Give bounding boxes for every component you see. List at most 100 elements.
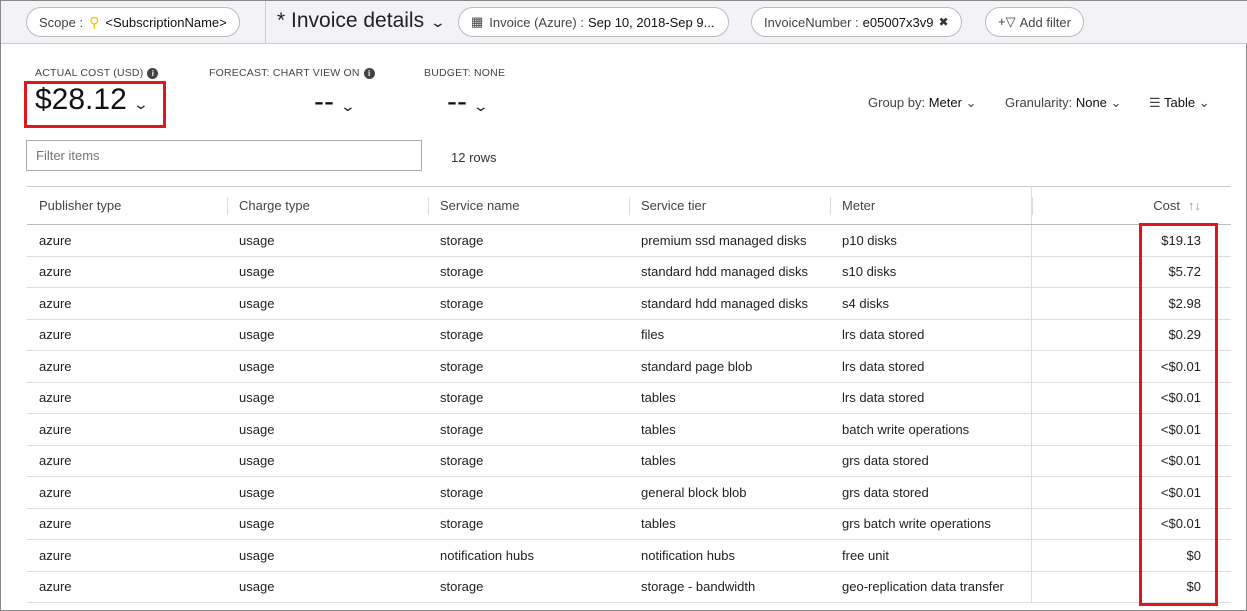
- table-cell: storage: [428, 350, 629, 383]
- chevron-down-icon: ⌄: [132, 96, 149, 112]
- column-header-service-tier[interactable]: Service tier: [629, 186, 830, 225]
- table-row[interactable]: azure usage storage tables grs batch write o…: [27, 508, 1231, 540]
- table-cell: storage: [428, 287, 629, 320]
- cost-table: Publisher type Charge type Service name Ser…: [27, 186, 1231, 603]
- table-row[interactable]: azure usage storage tables batch write opera…: [27, 413, 1231, 446]
- table-cell: <$0.01: [1030, 382, 1231, 414]
- table-row[interactable]: azure usage storage premium ssd managed dis…: [27, 224, 1231, 257]
- table-cell: notification hubs: [629, 539, 830, 572]
- chevron-down-icon: ⌄: [339, 98, 357, 114]
- table-cell: azure: [27, 224, 227, 257]
- table-cell: p10 disks: [830, 224, 1031, 257]
- table-cell: standard page blob: [629, 350, 830, 383]
- table-cell: storage: [428, 571, 629, 603]
- table-cell: azure: [27, 445, 227, 477]
- table-cell: $2.98: [1030, 287, 1231, 320]
- table-cell: batch write operations: [830, 413, 1031, 446]
- forecast-value[interactable]: -- ⌄: [314, 85, 357, 118]
- table-cell: usage: [227, 287, 428, 320]
- table-row[interactable]: azure usage storage files lrs data stored $0.…: [27, 319, 1231, 351]
- chevron-down-icon: ⌄: [965, 95, 977, 110]
- column-header-charge-type[interactable]: Charge type: [227, 186, 428, 225]
- table-cell: storage - bandwidth: [629, 571, 830, 603]
- table-cell: grs batch write operations: [830, 508, 1031, 540]
- column-header-service-name[interactable]: Service name: [428, 186, 629, 225]
- table-cell: notification hubs: [428, 539, 629, 572]
- table-cell: azure: [27, 350, 227, 383]
- sort-icon[interactable]: ↑↓: [1188, 198, 1201, 213]
- table-row[interactable]: azure usage storage tables grs data stored <$…: [27, 445, 1231, 477]
- table-cell: standard hdd managed disks: [629, 256, 830, 288]
- column-header-publisher-type[interactable]: Publisher type: [27, 186, 227, 225]
- table-cell: <$0.01: [1030, 413, 1231, 446]
- table-row[interactable]: azure usage storage tables lrs data stored <$…: [27, 382, 1231, 414]
- view-type-dropdown[interactable]: ☰ Table ⌄: [1149, 95, 1210, 110]
- column-header-cost[interactable]: Cost ↑↓: [1030, 186, 1231, 225]
- table-cell: azure: [27, 476, 227, 509]
- table-cell: tables: [629, 413, 830, 446]
- remove-filter-icon[interactable]: ✖: [938, 15, 949, 29]
- filter-value: e05007x3v9: [862, 14, 934, 30]
- add-filter-button[interactable]: +▽ Add filter: [985, 7, 1084, 37]
- table-icon: ☰: [1149, 95, 1161, 110]
- table-cell: standard hdd managed disks: [629, 287, 830, 320]
- table-cell: storage: [428, 413, 629, 446]
- table-cell: <$0.01: [1030, 445, 1231, 477]
- table-cell: storage: [428, 476, 629, 509]
- table-cell: tables: [629, 508, 830, 540]
- date-pill[interactable]: ▦ Invoice (Azure) : Sep 10, 2018-Sep 9..…: [458, 7, 729, 37]
- invoice-filter-pill[interactable]: InvoiceNumber : e05007x3v9 ✖: [751, 7, 962, 37]
- group-by-dropdown[interactable]: Group by: Meter ⌄: [868, 95, 977, 110]
- table-row[interactable]: azure usage storage standard page blob lrs d…: [27, 350, 1231, 383]
- table-cell: tables: [629, 382, 830, 414]
- table-cell: grs data stored: [830, 476, 1031, 509]
- date-value: Sep 10, 2018-Sep 9...: [587, 14, 715, 30]
- table-cell: lrs data stored: [830, 350, 1031, 383]
- divider: [265, 1, 266, 44]
- table-cell: usage: [227, 539, 428, 572]
- date-label: Invoice (Azure) :: [489, 14, 584, 30]
- filter-label: InvoiceNumber :: [764, 14, 859, 30]
- scope-label: Scope :: [39, 14, 84, 30]
- view-selector[interactable]: * Invoice details ⌄: [277, 9, 447, 33]
- info-icon[interactable]: i: [363, 67, 375, 79]
- table-cell: usage: [227, 445, 428, 477]
- table-cell: storage: [428, 319, 629, 351]
- granularity-dropdown[interactable]: Granularity: None ⌄: [1005, 95, 1122, 110]
- budget-value[interactable]: -- ⌄: [447, 85, 490, 118]
- table-row[interactable]: azure usage storage standard hdd managed di…: [27, 256, 1231, 288]
- scope-pill[interactable]: Scope : ⚲ <SubscriptionName>: [26, 7, 240, 37]
- view-title: * Invoice details: [277, 9, 425, 32]
- table-cell: azure: [27, 508, 227, 540]
- table-cell: usage: [227, 413, 428, 446]
- table-cell: geo-replication data transfer: [830, 571, 1031, 603]
- table-cell: usage: [227, 319, 428, 351]
- table-row[interactable]: azure usage storage standard hdd managed di…: [27, 287, 1231, 320]
- table-cell: lrs data stored: [830, 382, 1031, 414]
- add-filter-icon: +▽: [998, 14, 1016, 29]
- table-cell: usage: [227, 256, 428, 288]
- table-row[interactable]: azure usage storage general block blob grs d…: [27, 476, 1231, 509]
- info-icon[interactable]: i: [147, 67, 159, 79]
- kpi-budget-label: BUDGET: NONE: [424, 67, 506, 79]
- table-cell: azure: [27, 571, 227, 603]
- table-cell: s4 disks: [830, 287, 1031, 320]
- kpi-forecast-label: FORECAST: CHART VIEW ON i: [209, 67, 375, 79]
- table-cell: <$0.01: [1030, 508, 1231, 540]
- table-cell: storage: [428, 256, 629, 288]
- chevron-down-icon: ⌄: [472, 98, 490, 114]
- table-cell: premium ssd managed disks: [629, 224, 830, 257]
- table-cell: grs data stored: [830, 445, 1031, 477]
- key-icon: ⚲: [89, 13, 100, 30]
- table-row[interactable]: azure usage storage storage - bandwidth geo-…: [27, 571, 1231, 603]
- row-count: 12 rows: [451, 150, 497, 165]
- table-cell: storage: [428, 382, 629, 414]
- table-cell: files: [629, 319, 830, 351]
- column-header-meter[interactable]: Meter: [830, 186, 1031, 225]
- table-row[interactable]: azure usage notification hubs notification …: [27, 539, 1231, 572]
- chevron-down-icon: ⌄: [429, 14, 447, 30]
- filter-items-input[interactable]: [26, 140, 422, 171]
- highlight-box: [24, 81, 166, 128]
- actual-cost-value[interactable]: $28.12 ⌄: [35, 83, 149, 116]
- table-cell: tables: [629, 445, 830, 477]
